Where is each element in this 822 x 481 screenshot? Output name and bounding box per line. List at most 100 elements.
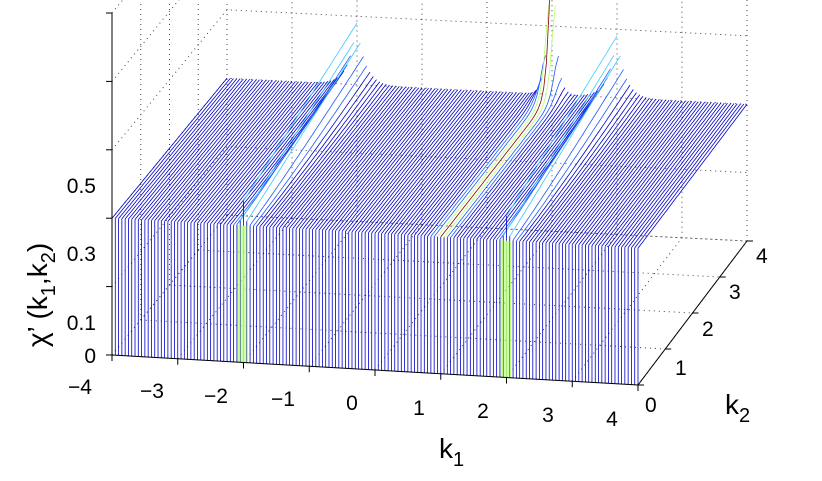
grid-line <box>111 0 180 82</box>
surface-line <box>302 87 416 230</box>
surface-line <box>446 55 559 238</box>
surface-line <box>213 81 329 225</box>
grid-line <box>571 237 683 382</box>
surface-line <box>289 86 403 229</box>
surface-line <box>183 81 299 223</box>
surface-line <box>591 101 702 246</box>
surface-line <box>430 76 543 237</box>
surface-line <box>308 87 423 230</box>
x-tick-label: 0 <box>346 392 358 415</box>
surface-line <box>118 78 234 219</box>
surface-line <box>519 84 631 242</box>
surface-line <box>621 103 732 248</box>
z-tick-label: 0.1 <box>67 312 96 335</box>
surface-line <box>364 90 478 233</box>
surface-line <box>259 76 374 227</box>
surface-line <box>318 88 433 231</box>
surface-line <box>542 98 654 244</box>
surface-line <box>137 79 254 220</box>
surface-line <box>266 81 381 228</box>
surface-line <box>144 79 260 221</box>
surface-line <box>575 100 686 245</box>
surface-line <box>269 82 384 228</box>
grid-line <box>111 146 748 287</box>
surface-line <box>368 90 481 234</box>
surface-line <box>558 99 670 244</box>
surface-line <box>157 80 273 222</box>
y-axis-line <box>637 240 748 386</box>
surface-line <box>384 91 498 235</box>
z-tick-label: 0.3 <box>67 243 96 266</box>
surface-line <box>348 89 462 232</box>
surface-line <box>456 91 569 239</box>
surface-layer <box>111 0 748 385</box>
surface-line <box>282 85 397 229</box>
x-tick-label: −3 <box>140 380 164 403</box>
surface-line <box>476 94 589 240</box>
surface-line <box>164 80 280 222</box>
surface-line <box>354 89 468 233</box>
surface-line <box>299 87 413 230</box>
surface-line <box>522 89 634 242</box>
grid-line <box>198 249 720 278</box>
surface-line <box>617 102 728 248</box>
surface-line <box>440 0 550 238</box>
surface-line <box>239 42 355 222</box>
tick-layer <box>106 12 753 391</box>
grid-line <box>111 9 748 151</box>
surface-line <box>246 42 361 222</box>
z-tick-label: 0.5 <box>67 175 96 198</box>
x-tick-label: 1 <box>413 397 425 420</box>
surface-line <box>121 78 238 220</box>
surface-line <box>598 101 709 247</box>
surface-line <box>371 90 485 234</box>
surface-line <box>170 80 286 222</box>
surface-line <box>197 81 312 224</box>
surface-line <box>588 101 699 246</box>
surface-line <box>243 22 358 202</box>
surface-line <box>174 81 290 223</box>
z-axis-title-end: ) <box>22 243 53 252</box>
y-axis-title-sub: 2 <box>739 405 750 427</box>
surface-line <box>160 80 277 222</box>
surface-line <box>614 102 725 248</box>
surface-line <box>345 89 459 232</box>
surface-line <box>512 69 624 241</box>
surface-line <box>414 92 527 236</box>
surface-line <box>624 103 735 248</box>
surface-line <box>124 78 241 220</box>
grid-line <box>308 224 423 367</box>
surface-line <box>276 84 390 228</box>
surface-line <box>463 94 576 239</box>
surface-line <box>502 55 615 237</box>
surface-line <box>305 87 420 230</box>
surface-line <box>193 81 309 224</box>
y-tick-label: 1 <box>675 357 687 380</box>
x-axis-title-main: k <box>439 433 454 464</box>
surface-line <box>466 94 579 239</box>
surface-line <box>562 100 673 245</box>
surface-line <box>565 100 676 245</box>
surface-line <box>335 88 449 232</box>
surface-line <box>417 92 530 236</box>
surface-line <box>581 101 693 246</box>
surface-line <box>604 102 715 247</box>
surface-line <box>325 88 439 231</box>
y-tick-label: 3 <box>729 281 741 304</box>
surface-line <box>338 89 452 232</box>
surface-line <box>453 87 566 238</box>
surface-line <box>529 94 641 243</box>
surface-line <box>295 86 410 229</box>
z-axis-title: χ’ (k1,k2) <box>22 243 60 347</box>
x-tick-label: 3 <box>542 404 554 427</box>
surface-line <box>249 56 364 226</box>
surface-line <box>499 68 611 240</box>
surface-line <box>361 90 475 233</box>
surface-line <box>539 97 650 243</box>
surface-line <box>180 81 296 223</box>
surface-line <box>535 96 647 243</box>
grid-line <box>226 214 748 242</box>
surface-line <box>220 79 335 225</box>
x-tick-label: 2 <box>477 400 489 423</box>
